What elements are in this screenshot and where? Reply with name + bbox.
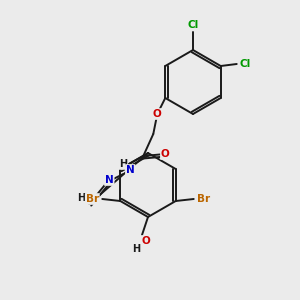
- Text: Br: Br: [86, 194, 99, 204]
- Text: H: H: [77, 193, 85, 203]
- Text: Cl: Cl: [239, 59, 250, 69]
- Text: O: O: [153, 109, 162, 119]
- Text: N: N: [105, 175, 114, 185]
- Text: Cl: Cl: [188, 20, 199, 30]
- Text: N: N: [126, 165, 135, 175]
- Text: O: O: [161, 149, 170, 159]
- Text: O: O: [142, 236, 150, 246]
- Text: Br: Br: [197, 194, 210, 204]
- Text: H: H: [132, 244, 140, 254]
- Text: H: H: [119, 159, 127, 169]
